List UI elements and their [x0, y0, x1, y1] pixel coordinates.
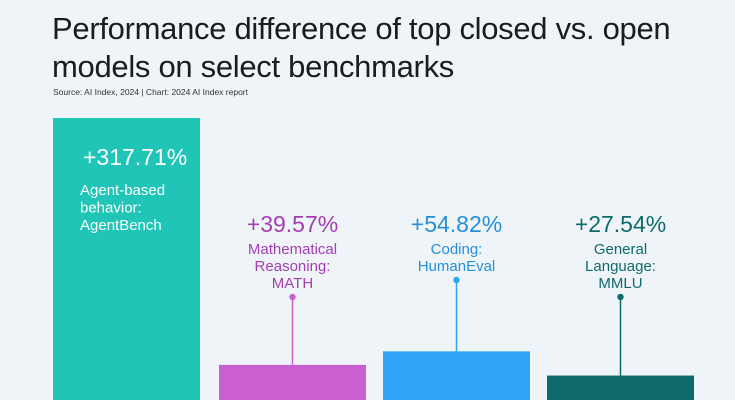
- chart-source: Source: AI Index, 2024 | Chart: 2024 AI …: [53, 87, 248, 97]
- value-label-3: +27.54%: [575, 211, 666, 237]
- category-label-2-1: HumanEval: [418, 258, 496, 275]
- category-label-2-0: Coding:: [431, 241, 483, 258]
- bar-2: [383, 351, 530, 400]
- category-label-0-0: Agent-based: [80, 182, 165, 199]
- value-label-0: +317.71%: [83, 144, 187, 170]
- bar-1: [219, 364, 366, 400]
- connector-dot-2: [453, 276, 460, 284]
- connector-dot-1: [289, 293, 296, 301]
- value-label-1: +39.57%: [247, 211, 338, 237]
- category-label-1-1: Reasoning:: [255, 258, 331, 275]
- category-label-3-1: Language:: [585, 258, 656, 275]
- category-label-1-0: Mathematical: [248, 241, 337, 258]
- connector-dot-3: [617, 293, 624, 301]
- category-label-3-0: General: [594, 241, 647, 258]
- chart-title: Performance difference of top closed vs.…: [52, 11, 671, 84]
- category-label-1-2: MATH: [272, 275, 313, 292]
- bar-0: [53, 118, 200, 400]
- category-label-0-2: AgentBench: [80, 217, 162, 234]
- value-label-2: +54.82%: [411, 211, 502, 237]
- category-label-0-1: behavior:: [80, 200, 142, 217]
- bar-3: [547, 375, 694, 400]
- category-label-3-2: MMLU: [598, 275, 642, 292]
